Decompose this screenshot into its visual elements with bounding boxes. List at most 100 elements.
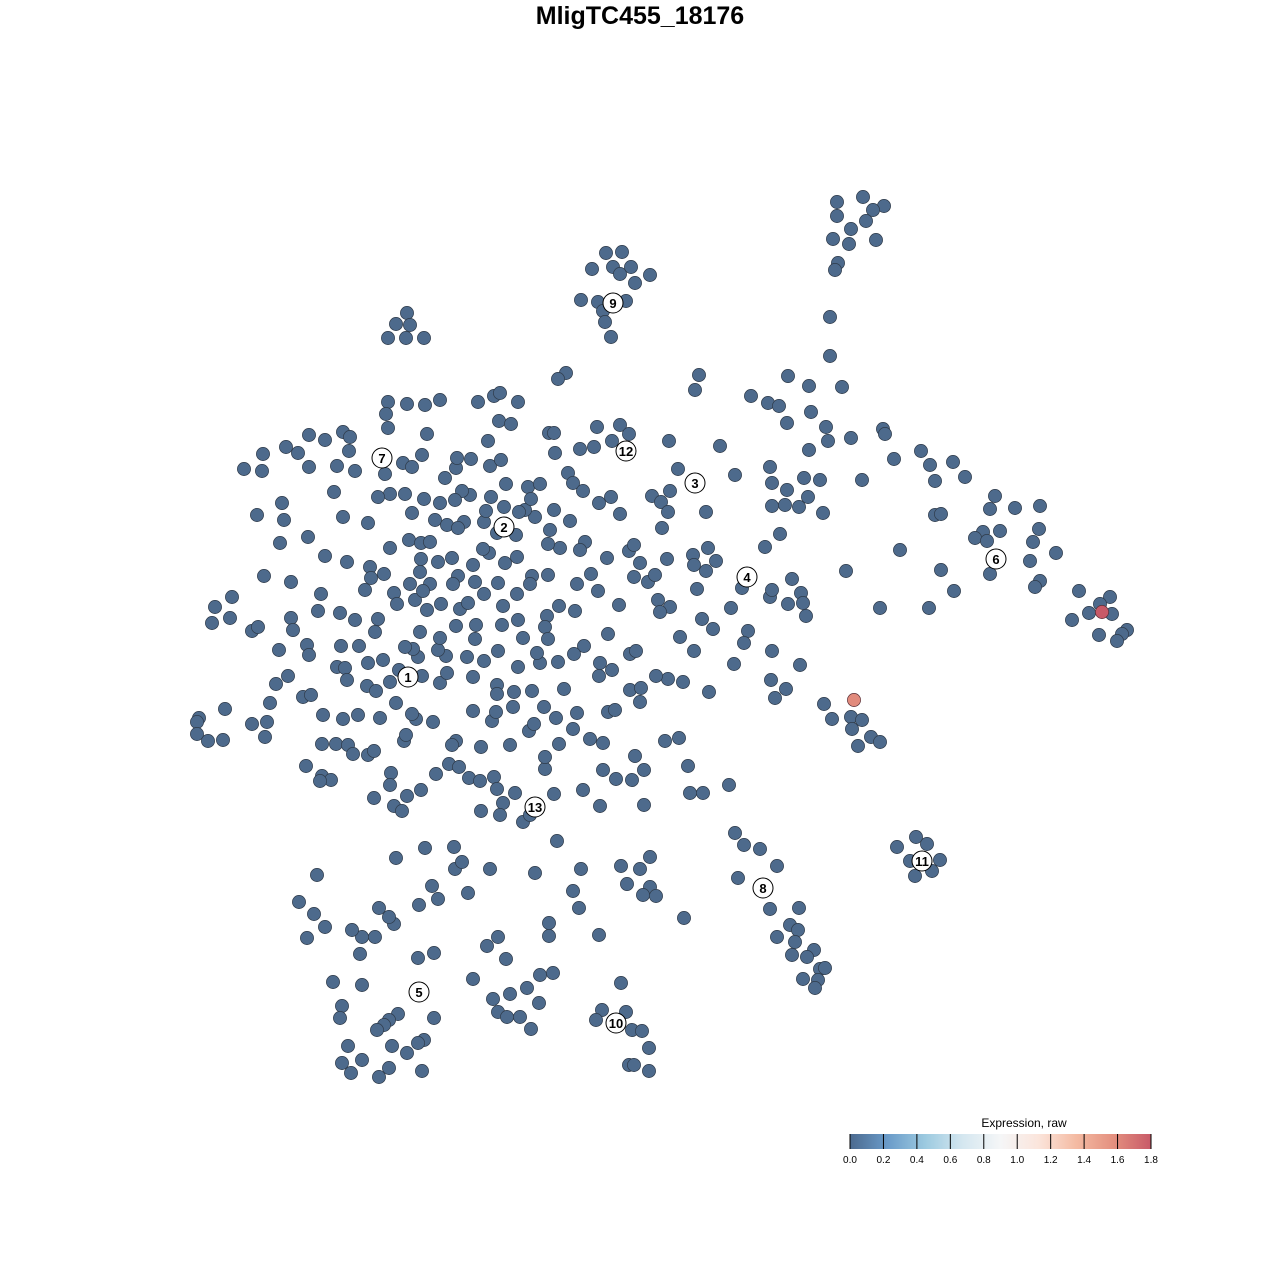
data-point [510,550,524,564]
data-point [427,1011,441,1025]
data-point [327,485,341,499]
data-point [570,577,584,591]
data-point [808,981,822,995]
data-point [384,766,398,780]
data-point [400,306,414,320]
data-point [655,521,669,535]
data-point [300,931,314,945]
data-point [699,564,713,578]
data-point [763,460,777,474]
data-point [411,1036,425,1050]
data-point [537,700,551,714]
data-point [315,737,329,751]
data-point [823,349,837,363]
data-point [507,685,521,699]
data-point [573,543,587,557]
data-point [818,961,832,975]
data-point [272,643,286,657]
data-point [483,862,497,876]
data-point [643,268,657,282]
data-point [765,583,779,597]
data-point [500,1010,514,1024]
data-point [770,859,784,873]
data-point [445,738,459,752]
data-point [426,715,440,729]
data-point [801,490,815,504]
data-point [591,584,605,598]
data-point [292,895,306,909]
data-point [378,467,392,481]
data-point [405,506,419,520]
data-point [480,939,494,953]
data-point [628,749,642,763]
data-point [856,190,870,204]
data-point [634,681,648,695]
colorbar-tick-label: 0.2 [876,1155,890,1166]
data-point [637,798,651,812]
chart-title: MligTC455_18176 [535,2,745,30]
data-point [547,503,561,517]
data-point [654,495,668,509]
data-point [593,656,607,670]
data-point [503,738,517,752]
cluster-label: 2 [493,516,515,538]
data-point [873,735,887,749]
data-point [418,398,432,412]
cluster-label-badge [408,981,430,1003]
data-point [980,534,994,548]
data-point [383,675,397,689]
data-point [351,708,365,722]
data-point [530,646,544,660]
data-point [367,744,381,758]
data-point [633,556,647,570]
data-point [566,884,580,898]
data-point [255,464,269,478]
data-point [873,601,887,615]
data-point [528,510,542,524]
data-point [842,237,856,251]
data-point [821,434,835,448]
data-point [302,428,316,442]
cluster-label-badge [524,796,546,818]
data-point [373,711,387,725]
data-point [813,473,827,487]
data-point [701,541,715,555]
data-point [279,440,293,454]
data-point [342,444,356,458]
data-point [307,907,321,921]
data-point [416,584,430,598]
data-point [405,460,419,474]
cluster-label: 8 [752,877,774,899]
data-point [878,427,892,441]
data-point [487,770,501,784]
data-point [251,620,265,634]
data-point [722,778,736,792]
data-point [493,808,507,822]
data-point [499,477,513,491]
data-point [492,414,506,428]
data-point [922,601,936,615]
cluster-label-badge [493,516,515,538]
data-point [731,871,745,885]
data-point [592,928,606,942]
data-point [205,616,219,630]
data-point [796,596,810,610]
data-point [208,600,222,614]
data-point [909,830,923,844]
data-point [552,737,566,751]
data-point [508,786,522,800]
data-point [608,703,622,717]
data-point [826,232,840,246]
cluster-label-text: 6 [992,552,999,567]
cluster-label-text: 12 [619,444,633,459]
data-point [893,543,907,557]
data-point [335,999,349,1013]
data-point [490,687,504,701]
cluster-label: 11 [911,850,933,872]
data-point [765,476,779,490]
cluster-label-badge [985,548,1007,570]
data-point [1032,522,1046,536]
data-point [835,380,849,394]
data-point [788,935,802,949]
data-point [628,276,642,290]
